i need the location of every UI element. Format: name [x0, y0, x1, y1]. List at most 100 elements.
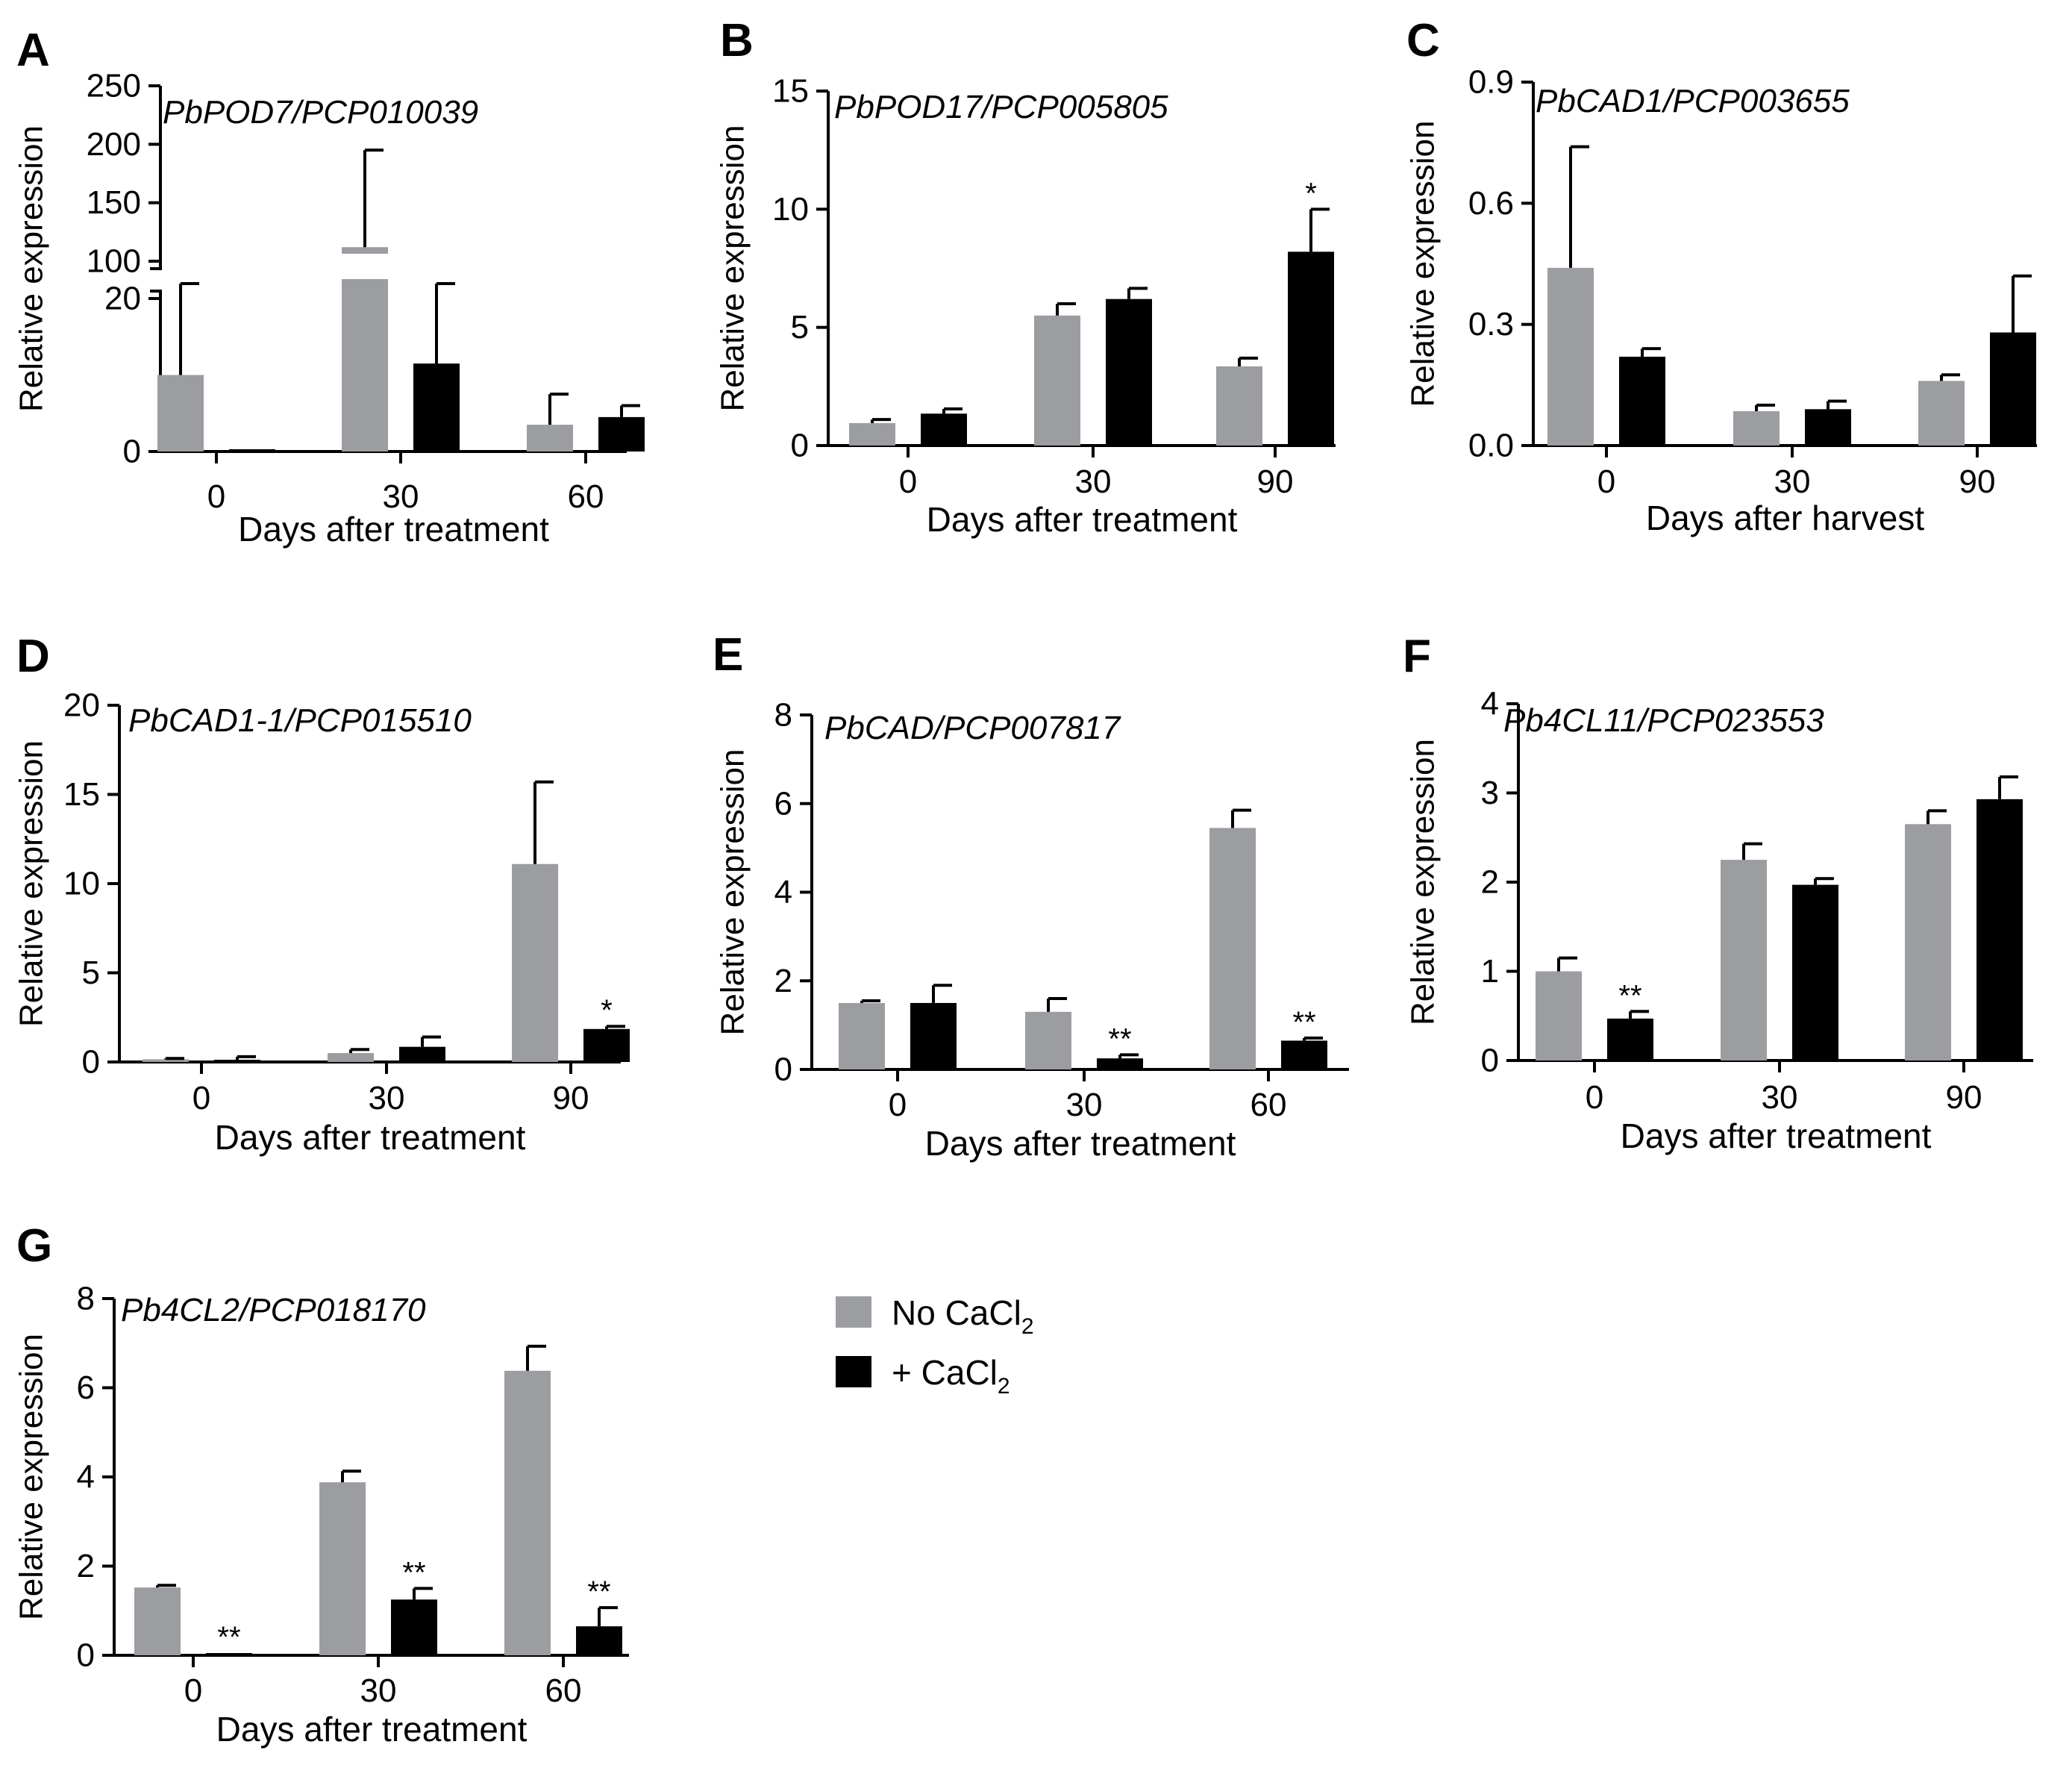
y-axis-title: Relative expression	[13, 740, 50, 1027]
y-axis-title: Relative expression	[715, 749, 751, 1036]
y-tick-label: 0.6	[1468, 185, 1514, 222]
bar-no-cacl2	[1025, 1012, 1071, 1069]
bar-no-cacl2	[319, 1482, 366, 1655]
bar-no-cacl2	[1216, 366, 1262, 446]
y-tick-label: 4	[774, 874, 792, 910]
gene-label: Pb4CL2/PCP018170	[121, 1292, 426, 1328]
significance-marker: **	[217, 1621, 240, 1654]
y-tick-label: 6	[77, 1369, 95, 1406]
bar-no-cacl2	[504, 1371, 551, 1655]
panel-g: G Pb4CL2/PCP018170 Relative expression 0 2 4 6…	[13, 1220, 629, 1749]
panel-e: E PbCAD/PCP007817 Relative expression 0 2 4 6 8…	[713, 629, 1349, 1163]
y-tick-label: 8	[774, 697, 792, 734]
bar-no-cacl2	[1721, 860, 1767, 1060]
y-tick-label: 0	[791, 428, 809, 464]
bar-no-cacl2	[134, 1587, 181, 1655]
y-tick-label: 15	[63, 776, 100, 813]
y-tick-label: 10	[63, 866, 100, 902]
x-tick-label: 0	[889, 1087, 907, 1123]
y-tick-label: 5	[82, 955, 100, 991]
legend-label-subscript: 2	[998, 1374, 1010, 1399]
panel-d: DPbCAD1-1/PCP015510Relative expression05…	[13, 631, 630, 1157]
significance-marker: *	[601, 994, 613, 1027]
bar-plus-cacl2	[1792, 885, 1838, 1060]
x-axis-title: Days after harvest	[1646, 499, 1924, 537]
bar-no-cacl2	[849, 423, 895, 446]
panel-f: F Pb4CL11/PCP023553 Relative expression 0 1 2…	[1403, 631, 2033, 1155]
x-axis-title: Days after treatment	[238, 510, 549, 549]
panel-c: C PbCAD1/PCP003655 Relative expression 0.0 0…	[1405, 15, 2037, 537]
gene-label: PbCAD1/PCP003655	[1536, 83, 1850, 119]
y-tick-label: 200	[87, 126, 141, 163]
y-tick-label: 3	[1481, 775, 1499, 811]
legend-label-text: + CaCl	[892, 1353, 998, 1392]
bar-plus-cacl2	[1281, 1040, 1327, 1069]
legend-label-text: No CaCl	[892, 1293, 1021, 1332]
panel-letter-d: D	[16, 631, 50, 682]
bar-plus-cacl2	[598, 417, 645, 452]
x-tick-label: 0	[193, 1080, 210, 1116]
bar-plus-cacl2	[229, 449, 275, 452]
bar-no-cacl2	[1034, 316, 1080, 446]
x-tick-label: 60	[1251, 1087, 1287, 1123]
legend-label: + CaCl2	[892, 1353, 1010, 1399]
bar-plus-cacl2	[576, 1626, 622, 1655]
bar-plus-cacl2	[1990, 332, 2036, 446]
gene-label: PbPOD7/PCP010039	[163, 94, 478, 131]
x-tick-label: 90	[1946, 1079, 1982, 1116]
x-tick-label: 30	[1075, 463, 1112, 500]
y-tick-label: 2	[774, 963, 792, 999]
significance-marker: **	[587, 1575, 610, 1608]
bar-no-cacl2	[839, 1003, 885, 1069]
bar-plus-cacl2	[1976, 799, 2023, 1060]
significance-marker: **	[1108, 1022, 1131, 1055]
bar-no-cacl2	[1918, 381, 1965, 446]
bar-no-cacl2	[328, 1053, 374, 1062]
x-tick-label: 90	[1959, 463, 1996, 500]
bar-break-gap	[340, 254, 389, 279]
panel-letter-a: A	[16, 25, 50, 76]
y-tick-label: 8	[77, 1281, 95, 1317]
bar-plus-cacl2	[1288, 252, 1334, 446]
significance-marker: **	[1618, 979, 1641, 1012]
x-axis-title: Days after treatment	[216, 1710, 528, 1749]
figure-canvas: APbPOD7/PCP010039Relative expression0201…	[0, 0, 2072, 1765]
y-tick-label: 0	[774, 1052, 792, 1088]
y-tick-label: 0.3	[1468, 306, 1514, 343]
bar-plus-cacl2	[1619, 357, 1665, 446]
x-tick-label: 30	[369, 1080, 405, 1116]
bar-no-cacl2	[1536, 972, 1582, 1061]
bar-plus-cacl2	[391, 1599, 437, 1655]
y-tick-label: 20	[104, 281, 141, 317]
x-tick-label: 30	[360, 1672, 397, 1709]
x-tick-label: 0	[1597, 463, 1615, 500]
bar-no-cacl2	[1209, 828, 1256, 1069]
panel-letter-e: E	[713, 629, 743, 681]
y-tick-label: 0	[77, 1637, 95, 1674]
panel-letter-c: C	[1406, 15, 1440, 66]
bar-no-cacl2	[1547, 268, 1594, 446]
legend-label: No CaCl2	[892, 1293, 1034, 1339]
panel-letter-g: G	[16, 1220, 52, 1272]
bar-plus-cacl2	[214, 1060, 260, 1062]
gene-label: PbPOD17/PCP005805	[834, 89, 1168, 125]
panel-letter-b: B	[720, 15, 754, 66]
legend-label-subscript: 2	[1021, 1314, 1034, 1339]
legend: No CaCl2+ CaCl2	[836, 1293, 1034, 1399]
x-tick-label: 60	[545, 1672, 582, 1709]
x-axis-title: Days after treatment	[215, 1118, 526, 1157]
x-tick-label: 30	[1774, 463, 1811, 500]
panel-b: B PbPOD17/PCP005805 Relative expression 0 5 1…	[715, 15, 1336, 539]
y-tick-label: 10	[772, 191, 809, 228]
x-axis-title: Days after treatment	[925, 1124, 1236, 1163]
y-tick-label: 15	[772, 73, 809, 110]
y-axis-title: Relative expression	[13, 1334, 50, 1620]
y-axis-title: Relative expression	[1405, 121, 1442, 407]
significance-marker: *	[1305, 177, 1317, 210]
x-tick-label: 90	[1257, 463, 1294, 500]
x-tick-label: 0	[899, 463, 917, 500]
panel-letter-f: F	[1403, 631, 1431, 682]
y-tick-label: 0	[123, 434, 141, 470]
x-tick-label: 90	[553, 1080, 589, 1116]
